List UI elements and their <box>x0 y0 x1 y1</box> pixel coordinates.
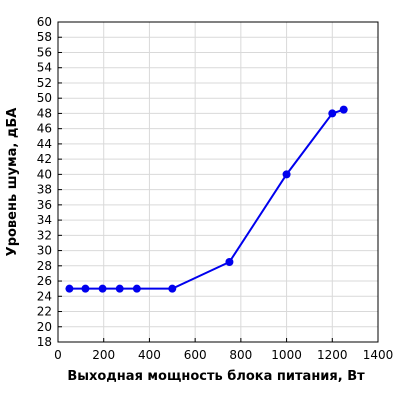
y-tick-label: 50 <box>37 91 52 105</box>
data-point <box>328 109 337 118</box>
data-point <box>98 284 107 293</box>
data-point <box>282 170 291 179</box>
y-tick-label: 52 <box>37 76 52 90</box>
y-tick-label: 20 <box>37 320 52 334</box>
x-tick-label: 400 <box>138 348 161 362</box>
x-tick-label: 1400 <box>363 348 394 362</box>
data-point <box>339 105 348 114</box>
y-tick-label: 28 <box>37 259 52 273</box>
x-tick-label: 800 <box>229 348 252 362</box>
data-point <box>132 284 141 293</box>
y-tick-label: 44 <box>37 137 52 151</box>
y-tick-label: 36 <box>37 198 52 212</box>
x-tick-label: 1000 <box>271 348 302 362</box>
y-tick-label: 30 <box>37 244 52 258</box>
series-line <box>69 108 345 290</box>
y-tick-label: 56 <box>37 45 52 59</box>
data-point <box>168 284 177 293</box>
series-layer <box>65 105 348 293</box>
y-tick-label: 48 <box>37 106 52 120</box>
data-point <box>115 284 124 293</box>
data-point <box>225 258 234 266</box>
y-tick-label: 38 <box>37 183 52 197</box>
y-tick-label: 40 <box>37 167 52 181</box>
y-tick-label: 32 <box>37 228 52 242</box>
tick-marks <box>57 21 379 343</box>
y-tick-label: 60 <box>37 15 52 29</box>
y-tick-label: 24 <box>37 289 52 303</box>
y-tick-label: 58 <box>37 30 52 44</box>
x-tick-label: 0 <box>54 348 62 362</box>
y-tick-label: 46 <box>37 122 52 136</box>
plot-frame <box>57 21 379 343</box>
x-tick-label: 600 <box>184 348 207 362</box>
y-axis-title: Уровень шума, дБА <box>5 108 20 257</box>
x-axis-title: Выходная мощность блока питания, Вт <box>67 369 365 384</box>
x-tick-label: 1200 <box>317 348 348 362</box>
y-tick-label: 18 <box>37 335 52 349</box>
y-tick-label: 42 <box>37 152 52 166</box>
grid <box>57 21 379 343</box>
y-tick-label: 26 <box>37 274 52 288</box>
x-tick-labels: 0 200 400 600 800 1000 1200 1400 <box>54 348 393 362</box>
data-point <box>81 284 90 293</box>
y-tick-label: 54 <box>37 61 52 75</box>
data-point <box>65 284 74 293</box>
y-tick-label: 34 <box>37 213 52 227</box>
y-tick-label: 22 <box>37 305 52 319</box>
x-tick-label: 200 <box>92 348 115 362</box>
